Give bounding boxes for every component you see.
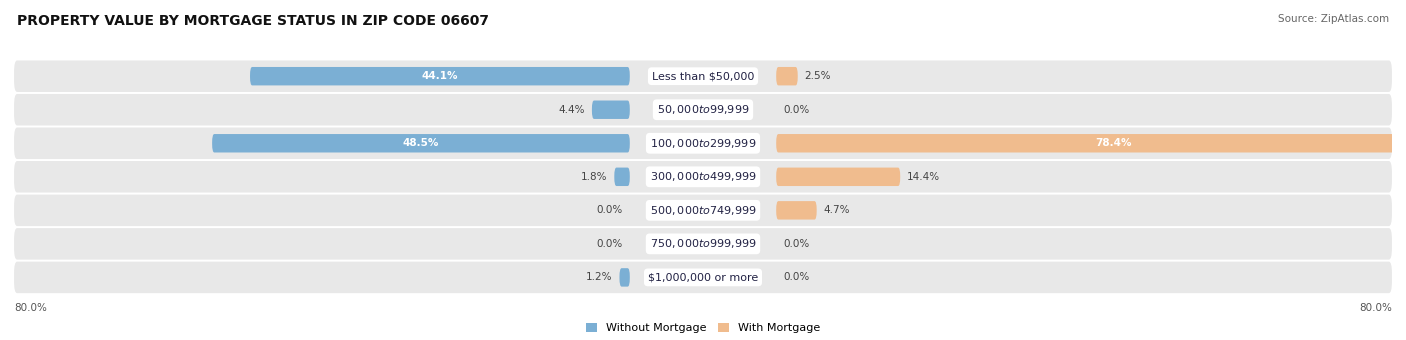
FancyBboxPatch shape: [14, 262, 1392, 293]
Text: $500,000 to $749,999: $500,000 to $749,999: [650, 204, 756, 217]
Text: 80.0%: 80.0%: [14, 303, 46, 312]
Legend: Without Mortgage, With Mortgage: Without Mortgage, With Mortgage: [582, 318, 824, 338]
FancyBboxPatch shape: [14, 128, 1392, 159]
Text: 14.4%: 14.4%: [907, 172, 941, 182]
FancyBboxPatch shape: [14, 194, 1392, 226]
Text: 48.5%: 48.5%: [402, 138, 439, 148]
FancyBboxPatch shape: [592, 101, 630, 119]
Text: 0.0%: 0.0%: [783, 272, 810, 283]
Text: 0.0%: 0.0%: [596, 205, 623, 215]
Text: 0.0%: 0.0%: [783, 105, 810, 115]
Text: $750,000 to $999,999: $750,000 to $999,999: [650, 237, 756, 250]
Text: Source: ZipAtlas.com: Source: ZipAtlas.com: [1278, 14, 1389, 23]
FancyBboxPatch shape: [14, 228, 1392, 260]
Text: 78.4%: 78.4%: [1095, 138, 1132, 148]
FancyBboxPatch shape: [14, 61, 1392, 92]
FancyBboxPatch shape: [614, 168, 630, 186]
Text: 0.0%: 0.0%: [783, 239, 810, 249]
Text: 4.4%: 4.4%: [558, 105, 585, 115]
Text: $1,000,000 or more: $1,000,000 or more: [648, 272, 758, 283]
Text: PROPERTY VALUE BY MORTGAGE STATUS IN ZIP CODE 06607: PROPERTY VALUE BY MORTGAGE STATUS IN ZIP…: [17, 14, 489, 28]
Text: 0.0%: 0.0%: [596, 239, 623, 249]
FancyBboxPatch shape: [212, 134, 630, 152]
Text: 44.1%: 44.1%: [422, 71, 458, 81]
FancyBboxPatch shape: [14, 94, 1392, 125]
Text: $300,000 to $499,999: $300,000 to $499,999: [650, 170, 756, 183]
Text: 2.5%: 2.5%: [804, 71, 831, 81]
FancyBboxPatch shape: [14, 161, 1392, 192]
FancyBboxPatch shape: [776, 201, 817, 220]
FancyBboxPatch shape: [250, 67, 630, 85]
Text: 1.2%: 1.2%: [586, 272, 613, 283]
FancyBboxPatch shape: [776, 134, 1406, 152]
Text: 4.7%: 4.7%: [824, 205, 851, 215]
FancyBboxPatch shape: [776, 168, 900, 186]
FancyBboxPatch shape: [620, 268, 630, 287]
Text: $100,000 to $299,999: $100,000 to $299,999: [650, 137, 756, 150]
Text: 80.0%: 80.0%: [1360, 303, 1392, 312]
Text: 1.8%: 1.8%: [581, 172, 607, 182]
Text: $50,000 to $99,999: $50,000 to $99,999: [657, 103, 749, 116]
Text: Less than $50,000: Less than $50,000: [652, 71, 754, 81]
FancyBboxPatch shape: [776, 67, 797, 85]
